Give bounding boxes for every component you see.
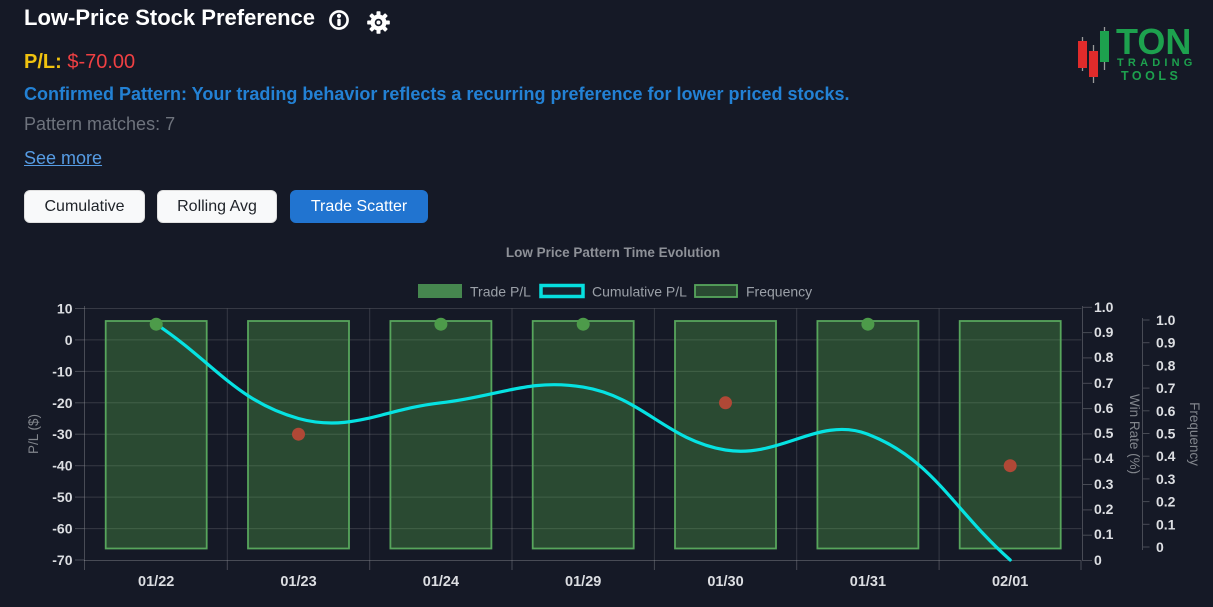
svg-text:0: 0 <box>1156 539 1164 555</box>
svg-text:0.5: 0.5 <box>1094 425 1114 441</box>
svg-text:-30: -30 <box>52 426 72 442</box>
svg-text:Frequency: Frequency <box>1187 402 1202 466</box>
svg-text:0.1: 0.1 <box>1094 526 1114 542</box>
svg-text:01/31: 01/31 <box>850 574 886 590</box>
svg-text:0.1: 0.1 <box>1156 516 1176 532</box>
svg-text:Trade P/L: Trade P/L <box>470 284 531 300</box>
svg-text:-70: -70 <box>52 552 72 568</box>
svg-text:10: 10 <box>57 301 73 317</box>
svg-text:01/30: 01/30 <box>707 574 743 590</box>
svg-text:01/23: 01/23 <box>280 574 316 590</box>
svg-text:TRADING: TRADING <box>1117 57 1197 69</box>
svg-text:0: 0 <box>1094 552 1102 568</box>
svg-text:0.2: 0.2 <box>1094 501 1114 517</box>
svg-text:TON: TON <box>1116 24 1191 62</box>
svg-text:-10: -10 <box>52 363 72 379</box>
svg-text:-40: -40 <box>52 458 72 474</box>
svg-text:-60: -60 <box>52 521 72 537</box>
svg-text:01/22: 01/22 <box>138 574 174 590</box>
svg-text:01/24: 01/24 <box>423 574 459 590</box>
svg-text:0.4: 0.4 <box>1094 450 1114 466</box>
svg-text:0.9: 0.9 <box>1156 335 1176 351</box>
svg-text:01/29: 01/29 <box>565 574 601 590</box>
svg-text:1.0: 1.0 <box>1094 299 1114 315</box>
svg-text:0.3: 0.3 <box>1094 476 1114 492</box>
svg-text:0.4: 0.4 <box>1156 448 1176 464</box>
svg-text:0.8: 0.8 <box>1094 349 1114 365</box>
svg-text:1.0: 1.0 <box>1156 312 1176 328</box>
svg-text:P/L ($): P/L ($) <box>26 414 41 454</box>
svg-text:0.8: 0.8 <box>1156 357 1176 373</box>
svg-text:0.2: 0.2 <box>1156 494 1176 510</box>
svg-text:-20: -20 <box>52 395 72 411</box>
svg-text:0.9: 0.9 <box>1094 324 1114 340</box>
svg-text:Win Rate (%): Win Rate (%) <box>1127 394 1142 474</box>
svg-text:0.5: 0.5 <box>1156 426 1176 442</box>
svg-text:TOOLS: TOOLS <box>1121 69 1181 83</box>
svg-text:Frequency: Frequency <box>746 284 812 300</box>
svg-text:Low Price Pattern Time Evoluti: Low Price Pattern Time Evolution <box>506 245 720 260</box>
svg-text:02/01: 02/01 <box>992 574 1028 590</box>
svg-text:0.7: 0.7 <box>1094 375 1114 391</box>
svg-text:0.6: 0.6 <box>1156 403 1176 419</box>
svg-text:Cumulative P/L: Cumulative P/L <box>592 284 687 300</box>
svg-text:0.3: 0.3 <box>1156 471 1176 487</box>
svg-text:-50: -50 <box>52 489 72 505</box>
svg-text:0: 0 <box>65 332 73 348</box>
svg-text:0.6: 0.6 <box>1094 400 1114 416</box>
svg-text:0.7: 0.7 <box>1156 380 1176 396</box>
